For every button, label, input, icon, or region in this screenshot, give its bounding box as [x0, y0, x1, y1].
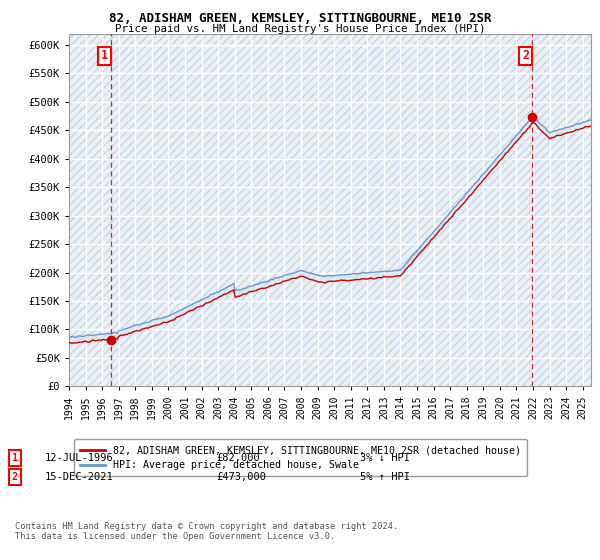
- Text: £473,000: £473,000: [216, 472, 266, 482]
- Text: 15-DEC-2021: 15-DEC-2021: [45, 472, 114, 482]
- Text: 1: 1: [101, 49, 108, 63]
- Text: £82,000: £82,000: [216, 453, 260, 463]
- Text: 1: 1: [12, 453, 18, 463]
- Text: 2: 2: [12, 472, 18, 482]
- Text: Price paid vs. HM Land Registry's House Price Index (HPI): Price paid vs. HM Land Registry's House …: [115, 24, 485, 34]
- Legend: 82, ADISHAM GREEN, KEMSLEY, SITTINGBOURNE, ME10 2SR (detached house), HPI: Avera: 82, ADISHAM GREEN, KEMSLEY, SITTINGBOURN…: [74, 439, 527, 476]
- Text: Contains HM Land Registry data © Crown copyright and database right 2024.
This d: Contains HM Land Registry data © Crown c…: [15, 522, 398, 542]
- Text: 2: 2: [523, 49, 530, 63]
- Text: 82, ADISHAM GREEN, KEMSLEY, SITTINGBOURNE, ME10 2SR: 82, ADISHAM GREEN, KEMSLEY, SITTINGBOURN…: [109, 12, 491, 25]
- Text: 12-JUL-1996: 12-JUL-1996: [45, 453, 114, 463]
- Text: 3% ↓ HPI: 3% ↓ HPI: [360, 453, 410, 463]
- Text: 5% ↑ HPI: 5% ↑ HPI: [360, 472, 410, 482]
